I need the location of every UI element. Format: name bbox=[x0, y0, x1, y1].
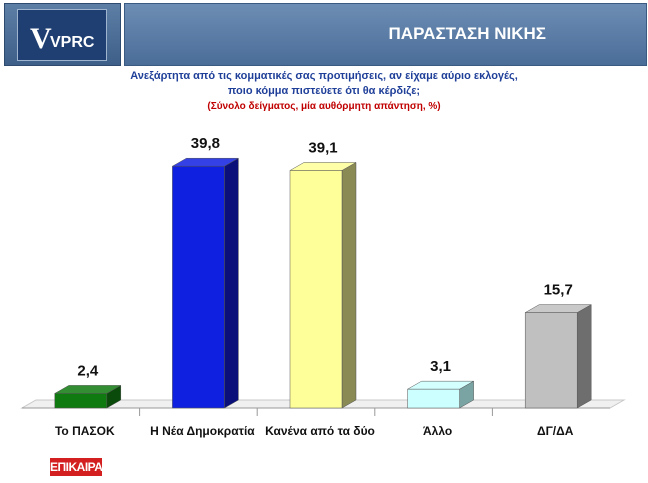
question-line-1: Ανεξάρτητα από τις κομματικές σας προτιμ… bbox=[130, 70, 518, 82]
category-label: Η Νέα Δημοκρατία bbox=[150, 424, 255, 438]
data-label: 39,8 bbox=[191, 135, 220, 152]
title-banner: ΠΑΡΑΣΤΑΣΗ ΝΙΚΗΣ bbox=[124, 3, 647, 66]
bar-side bbox=[576, 304, 592, 409]
bar bbox=[172, 165, 225, 409]
category-label: ΔΓ/ΔΑ bbox=[537, 424, 574, 438]
data-label: 3,1 bbox=[430, 358, 451, 375]
data-label: 39,1 bbox=[308, 139, 337, 156]
bar bbox=[54, 393, 108, 409]
bar bbox=[289, 170, 343, 409]
page-title: ΠΑΡΑΣΤΑΣΗ ΝΙΚΗΣ bbox=[388, 24, 546, 43]
question-line-2: ποιο κόμμα πιστεύετε ότι θα κέρδιζε; bbox=[227, 85, 421, 97]
category-label: Άλλο bbox=[423, 424, 452, 438]
bar bbox=[524, 312, 578, 409]
bar bbox=[407, 388, 460, 409]
brand-logo: ΕΠΙΚΑΙΡΑ bbox=[50, 458, 103, 476]
logo-text: VPRC bbox=[50, 34, 95, 51]
category-label: Κανένα από τα δύο bbox=[265, 424, 375, 438]
logo: V VPRC bbox=[4, 3, 121, 66]
logo-v: V bbox=[30, 22, 52, 55]
data-label: 15,7 bbox=[544, 282, 573, 299]
category-label: Το ΠΑΣΟΚ bbox=[55, 424, 115, 438]
bar-side bbox=[341, 162, 357, 409]
bar-side bbox=[224, 157, 239, 409]
question-note: (Σύνολο δείγματος, μία αυθόρμητη απάντησ… bbox=[207, 101, 441, 112]
logo-badge: V VPRC bbox=[17, 9, 107, 61]
data-label: 2,4 bbox=[77, 362, 99, 379]
